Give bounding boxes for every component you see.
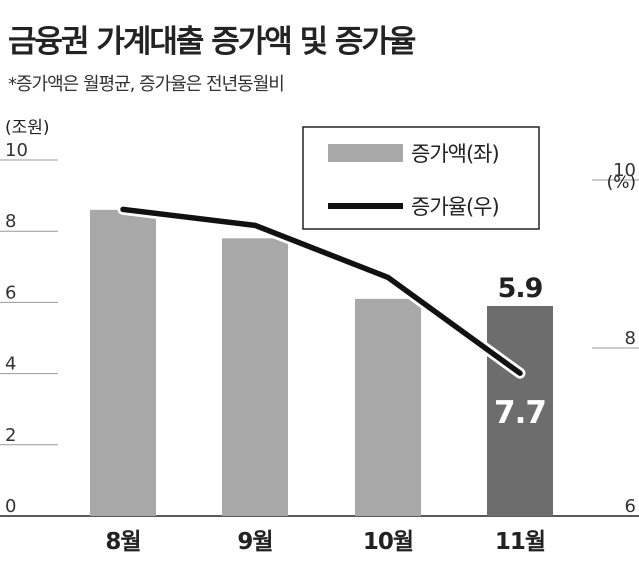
bar-data-label: 5.9 [498,273,543,304]
x-tick-label: 9월 [237,529,272,555]
right-axis-unit: (%) [607,173,636,193]
right-tick-label: 6 [625,496,636,517]
left-tick-label: 4 [5,354,16,375]
legend-bar-swatch [328,144,403,162]
bar-4 [487,305,553,516]
x-tick-label: 11월 [495,529,545,555]
line-halo [117,203,526,379]
chart-title: 금융권 가계대출 증가액 및 증가율 [8,24,416,60]
legend: 증가액(좌) 증가율(우) [302,126,540,230]
right-tick-label: 8 [625,328,636,349]
right-tick-label: 10 [613,160,636,181]
bars-layer [90,209,553,516]
left-tick-label: 0 [5,496,16,517]
left-axis-unit: (조원) [5,118,50,138]
chart-subtitle: *증가액은 월평균, 증가율은 전년동월비 [8,74,285,95]
legend-label-line: 증가율(우) [411,195,499,219]
bar-1 [90,209,156,516]
line-series-rate [120,206,523,376]
left-tick-label: 10 [5,140,28,161]
legend-label-bar: 증가액(좌) [411,142,499,166]
x-tick-label: 10월 [363,529,413,555]
line-layer [117,203,526,379]
bar-2 [222,238,288,516]
left-tick-label: 6 [5,282,16,303]
line-data-label: 7.7 [494,395,546,431]
left-tick-label: 2 [5,425,16,446]
x-tick-label: 8월 [105,529,140,555]
left-tick-label: 8 [5,211,16,232]
bar-3 [355,298,421,516]
